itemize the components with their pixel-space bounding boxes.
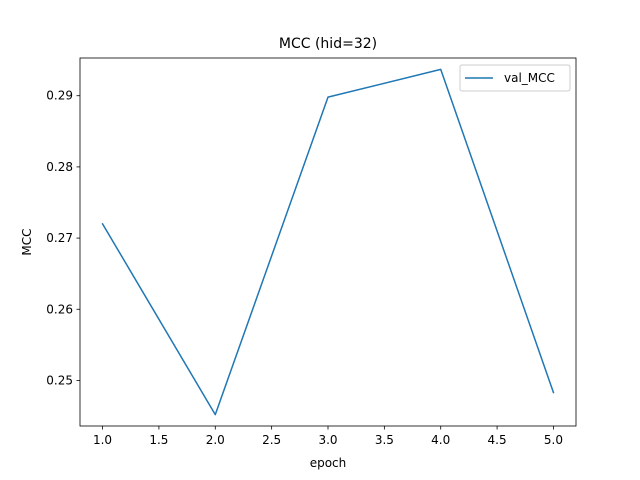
x-tick-label: 1.5	[149, 433, 168, 447]
x-axis-label: epoch	[310, 456, 347, 470]
y-tick-label: 0.28	[46, 160, 73, 174]
y-tick-label: 0.26	[46, 302, 73, 316]
legend-box	[459, 64, 571, 92]
y-axis-label: MCC	[20, 228, 34, 255]
y-tick-label: 0.29	[46, 89, 73, 103]
legend: val_MCC	[459, 64, 571, 92]
legend-label-val-mcc: val_MCC	[504, 71, 555, 85]
y-axis-ticks: 0.25 0.26 0.27 0.28 0.29	[46, 89, 80, 387]
x-tick-label: 1.0	[93, 433, 112, 447]
x-tick-label: 2.5	[262, 433, 281, 447]
x-tick-label: 4.5	[488, 433, 507, 447]
x-axis-ticks: 1.0 1.5 2.0 2.5 3.0 3.5 4.0 4.5 5.0	[93, 426, 563, 447]
x-tick-label: 3.5	[375, 433, 394, 447]
x-tick-label: 5.0	[544, 433, 563, 447]
y-tick-label: 0.27	[46, 231, 73, 245]
x-tick-label: 4.0	[431, 433, 450, 447]
y-tick-label: 0.25	[46, 373, 73, 387]
chart-title: MCC (hid=32)	[279, 36, 377, 52]
series-line-val-mcc	[101, 68, 555, 416]
x-tick-label: 3.0	[318, 433, 337, 447]
x-tick-label: 2.0	[206, 433, 225, 447]
